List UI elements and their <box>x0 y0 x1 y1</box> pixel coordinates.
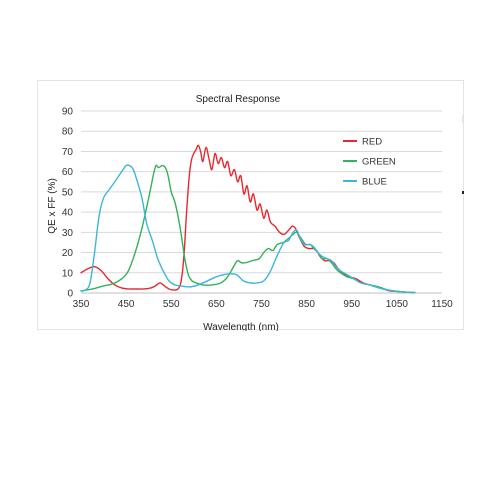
y-tick-label: 60 <box>62 167 74 178</box>
x-tick-label: 350 <box>73 299 90 310</box>
x-tick-label: 650 <box>208 299 225 310</box>
y-tick-label: 40 <box>62 208 74 219</box>
y-tick-label: 20 <box>62 248 74 259</box>
y-tick-label: 10 <box>62 268 74 279</box>
x-tick-label: 450 <box>118 299 135 310</box>
legend-label-green: GREEN <box>362 157 396 168</box>
y-tick-label: 0 <box>67 289 73 300</box>
y-tick-label: 30 <box>62 228 74 239</box>
legend: RED GREEN BLUE <box>343 137 396 188</box>
x-tick-label: 1050 <box>386 299 409 310</box>
y-tick-label: 70 <box>62 147 74 158</box>
series-line-blue <box>80 164 416 294</box>
y-axis-title: QE x FF (%) <box>47 178 58 234</box>
x-tick-label: 1150 <box>431 299 453 310</box>
x-tick-label: 950 <box>343 299 360 310</box>
edge-mark <box>462 191 464 194</box>
y-tick-label: 50 <box>62 187 74 198</box>
spectral-response-chart: Spectral Response 0 10 20 30 40 50 60 70 80 90 350… <box>47 94 453 331</box>
axes: 0 10 20 30 40 50 60 70 80 90 350 450 550 650 750 850 950… <box>62 107 453 311</box>
x-axis-title: Wavelength (nm) <box>203 322 279 331</box>
x-tick-label: 750 <box>253 299 270 310</box>
chart-title: Spectral Response <box>196 94 281 105</box>
series-line-red <box>80 144 416 294</box>
x-tick-label: 850 <box>298 299 315 310</box>
legend-label-red: RED <box>362 137 382 148</box>
x-tick-label: 550 <box>163 299 180 310</box>
y-tick-label: 80 <box>62 127 74 138</box>
series-line-green <box>80 164 416 294</box>
edge-bar <box>462 115 464 123</box>
legend-label-blue: BLUE <box>362 177 387 188</box>
gridlines <box>81 110 442 274</box>
chart-container: Spectral Response 0 10 20 30 40 50 60 70 80 90 350… <box>37 80 464 331</box>
series-lines <box>80 144 416 294</box>
y-tick-label: 90 <box>62 107 74 118</box>
